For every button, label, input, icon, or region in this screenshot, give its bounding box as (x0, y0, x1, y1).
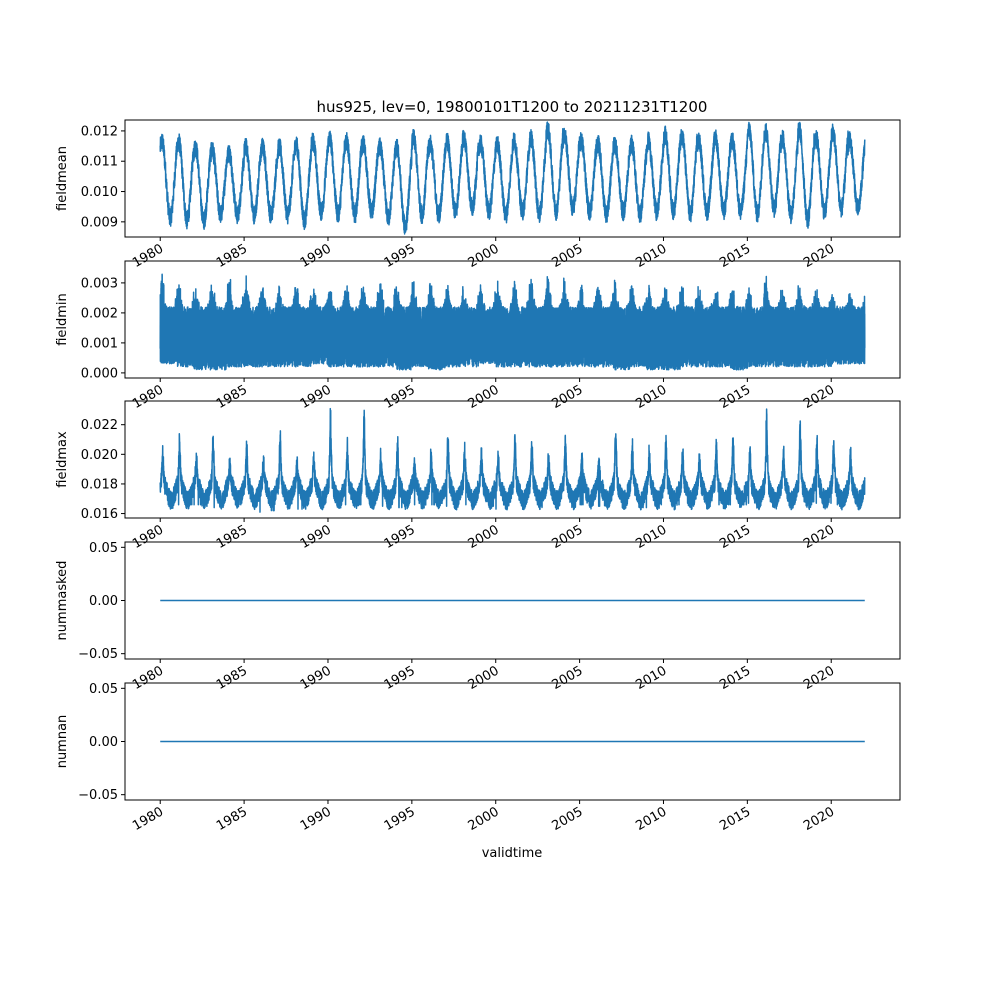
x-tick-label: 1990 (298, 804, 334, 834)
axes-frame (124, 400, 901, 519)
x-tick-label: 2015 (717, 382, 753, 412)
axes-frame (124, 119, 901, 238)
y-tick-label: 0.016 (81, 507, 118, 522)
fieldmin-series-line (159, 273, 866, 371)
x-tick-label: 1980 (130, 241, 166, 271)
x-tick-label: 2000 (466, 663, 502, 693)
x-tick-label: 1980 (130, 382, 166, 412)
y-tick-label: 0.003 (81, 276, 118, 291)
x-tick-label: 2020 (801, 663, 837, 693)
y-tick-label: 0.05 (89, 541, 118, 556)
panel-nummasked: −0.05 0.00 0.05 nummasked 1980 1985 1990 1995 20… (55, 541, 901, 693)
x-tick-label: 1995 (382, 522, 418, 552)
x-tick-label: 1990 (298, 522, 334, 552)
y-tick-label: 0.020 (81, 448, 118, 463)
x-tick-label: 1995 (382, 663, 418, 693)
x-tick-label: 1990 (298, 382, 334, 412)
x-tick-label: 2010 (633, 804, 669, 834)
y-tick-label: 0.011 (81, 155, 118, 170)
x-tick-label: 1980 (130, 522, 166, 552)
x-tick-label: 1985 (214, 522, 250, 552)
y-tick-label: −0.05 (78, 647, 118, 662)
x-tick-label: 1985 (214, 804, 250, 834)
y-tick-label: 0.022 (81, 418, 118, 433)
y-tick-label: 0.009 (81, 215, 118, 230)
x-tick-label: 2015 (717, 522, 753, 552)
x-tick-label: 2010 (633, 241, 669, 271)
x-tick-label: 2020 (801, 382, 837, 412)
panel-fieldmin: 0.000 0.001 0.002 0.003 fieldmin 1980 1985 1990… (55, 260, 901, 412)
x-tick-label: 1990 (298, 663, 334, 693)
y-tick-label: 0.001 (81, 336, 118, 351)
y-tick-label: 0.002 (81, 306, 118, 321)
x-tick-label: 2005 (549, 663, 585, 693)
y-tick-label: 0.00 (89, 735, 118, 750)
x-tick-label: 2000 (466, 382, 502, 412)
y-tick-label: 0.000 (81, 366, 118, 381)
x-tick-label: 2005 (549, 241, 585, 271)
y-axis-label: fieldmin (55, 293, 70, 346)
x-tick-label: 2000 (466, 522, 502, 552)
x-tick-label: 2000 (466, 804, 502, 834)
x-tick-label: 2020 (801, 522, 837, 552)
panel-fieldmax: 0.016 0.018 0.020 0.022 fieldmax 1980 1985 1990… (55, 400, 901, 552)
x-tick-label: 2010 (633, 663, 669, 693)
x-tick-label: 2000 (466, 241, 502, 271)
fieldmax-series-line (159, 407, 866, 513)
y-tick-label: −0.05 (78, 788, 118, 803)
y-axis-label: nummasked (55, 561, 70, 641)
x-tick-label: 1995 (382, 241, 418, 271)
x-tick-label: 1985 (214, 663, 250, 693)
y-axis-label: numnan (55, 715, 70, 769)
panel-numnan: −0.05 0.00 0.05 numnan 1980 1985 1990 1995 2000 2… (55, 682, 901, 834)
y-axis-label: fieldmean (55, 146, 70, 211)
y-tick-label: 0.00 (89, 594, 118, 609)
axes-frame (124, 260, 901, 379)
x-tick-label: 2020 (801, 804, 837, 834)
x-tick-label: 2010 (633, 382, 669, 412)
x-tick-label: 2015 (717, 241, 753, 271)
x-tick-label: 2015 (717, 663, 753, 693)
x-tick-label: 2015 (717, 804, 753, 834)
x-tick-label: 1990 (298, 241, 334, 271)
x-tick-label: 2005 (549, 382, 585, 412)
x-tick-label: 2010 (633, 522, 669, 552)
x-tick-label: 1985 (214, 382, 250, 412)
y-axis-label: fieldmax (55, 431, 70, 488)
x-tick-label: 2005 (549, 522, 585, 552)
x-tick-label: 1980 (130, 663, 166, 693)
y-tick-label: 0.05 (89, 682, 118, 697)
chart-title: hus925, lev=0, 19800101T1200 to 20211231… (317, 98, 708, 116)
y-tick-label: 0.012 (81, 124, 118, 139)
x-tick-label: 1995 (382, 804, 418, 834)
panel-fieldmean: 0.009 0.010 0.011 0.012 fieldmean 1980 1985 199… (55, 119, 901, 271)
x-tick-label: 1985 (214, 241, 250, 271)
y-tick-label: 0.010 (81, 185, 118, 200)
x-tick-label: 1995 (382, 382, 418, 412)
x-tick-label: 2020 (801, 241, 837, 271)
x-tick-label: 2005 (549, 804, 585, 834)
x-tick-label: 1980 (130, 804, 166, 834)
y-tick-label: 0.018 (81, 477, 118, 492)
x-axis-label: validtime (482, 846, 543, 861)
fieldmean-series-line (159, 121, 866, 235)
